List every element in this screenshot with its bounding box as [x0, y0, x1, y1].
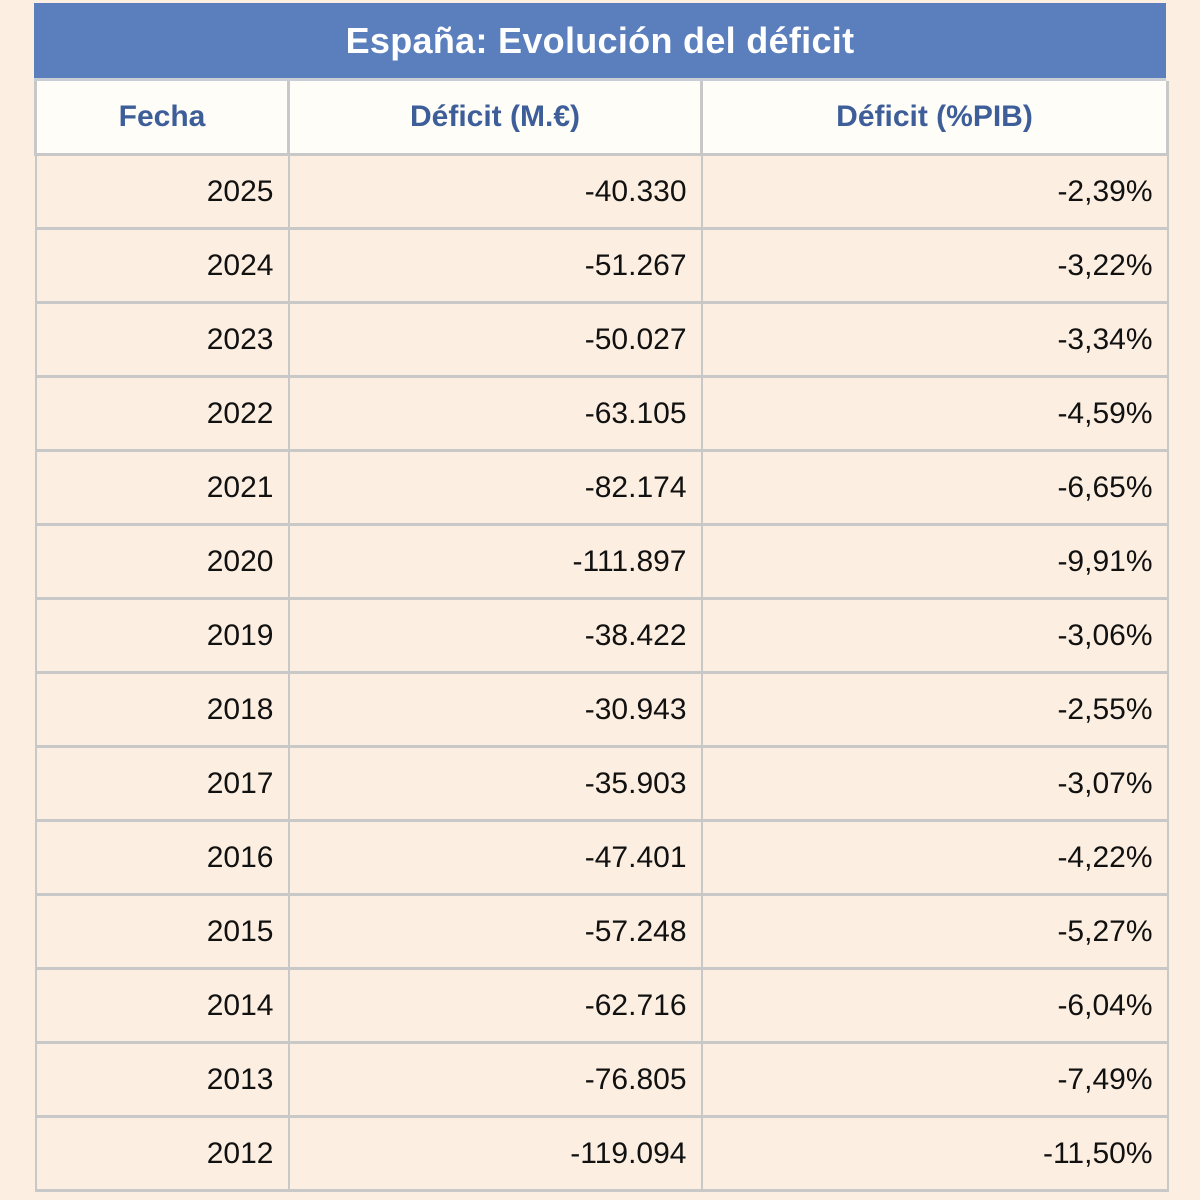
cell-deficit-meur: -63.105 [287, 376, 703, 452]
table-row: 2013 -76.805 -7,49% [34, 1042, 1169, 1118]
cell-deficit-pib: -3,34% [700, 302, 1169, 378]
cell-deficit-pib: -2,55% [700, 672, 1169, 748]
table-title: España: Evolución del déficit [34, 3, 1166, 81]
cell-year: 2022 [34, 376, 290, 452]
table-row: 2012 -119.094 -11,50% [34, 1116, 1169, 1192]
table-row: 2015 -57.248 -5,27% [34, 894, 1169, 970]
cell-year: 2015 [34, 894, 290, 970]
cell-deficit-pib: -7,49% [700, 1042, 1169, 1118]
cell-deficit-pib: -4,59% [700, 376, 1169, 452]
cell-year: 2012 [34, 1116, 290, 1192]
table-row: 2020 -111.897 -9,91% [34, 524, 1169, 600]
cell-deficit-pib: -5,27% [700, 894, 1169, 970]
table-row: 2024 -51.267 -3,22% [34, 228, 1169, 304]
cell-year: 2021 [34, 450, 290, 526]
cell-year: 2014 [34, 968, 290, 1044]
cell-deficit-meur: -111.897 [287, 524, 703, 600]
table-row: 2018 -30.943 -2,55% [34, 672, 1169, 748]
table-row: 2016 -47.401 -4,22% [34, 820, 1169, 896]
cell-year: 2017 [34, 746, 290, 822]
cell-deficit-meur: -40.330 [287, 154, 703, 230]
deficit-table: Fecha Déficit (M.€) Déficit (%PIB) 2025-… [34, 81, 1169, 1192]
deficit-table-container: España: Evolución del déficit Fecha Défi… [34, 3, 1169, 1192]
column-header-deficit-meur: Déficit (M.€) [287, 81, 703, 156]
table-row: 2019 -38.422 -3,06% [34, 598, 1169, 674]
cell-deficit-meur: -30.943 [287, 672, 703, 748]
cell-year: 2018 [34, 672, 290, 748]
cell-deficit-meur: -47.401 [287, 820, 703, 896]
cell-deficit-pib: -3,22% [700, 228, 1169, 304]
cell-deficit-meur: -57.248 [287, 894, 703, 970]
cell-deficit-pib: -9,91% [700, 524, 1169, 600]
table-row: 2022 -63.105 -4,59% [34, 376, 1169, 452]
cell-year: 2016 [34, 820, 290, 896]
cell-deficit-meur: -62.716 [287, 968, 703, 1044]
cell-deficit-meur: -35.903 [287, 746, 703, 822]
cell-deficit-pib: -3,07% [700, 746, 1169, 822]
cell-year: 2019 [34, 598, 290, 674]
cell-deficit-meur: -38.422 [287, 598, 703, 674]
cell-deficit-pib: -11,50% [700, 1116, 1169, 1192]
cell-deficit-pib: -3,06% [700, 598, 1169, 674]
cell-deficit-pib: -6,65% [700, 450, 1169, 526]
cell-deficit-meur: -51.267 [287, 228, 703, 304]
cell-deficit-meur: -82.174 [287, 450, 703, 526]
column-header-deficit-pib: Déficit (%PIB) [700, 81, 1169, 156]
column-header-fecha: Fecha [34, 81, 290, 156]
table-body: 2025 -40.330 -2,39% 2024 -51.267 -3,22% 2023 -5… [34, 154, 1169, 1192]
cell-deficit-meur: -50.027 [287, 302, 703, 378]
cell-year: 2013 [34, 1042, 290, 1118]
cell-deficit-pib: -4,22% [700, 820, 1169, 896]
cell-deficit-meur: -119.094 [287, 1116, 703, 1192]
cell-year: 2025 [34, 154, 290, 230]
table-row: 2021 -82.174 -6,65% [34, 450, 1169, 526]
cell-year: 2020 [34, 524, 290, 600]
cell-deficit-meur: -76.805 [287, 1042, 703, 1118]
cell-year: 2023 [34, 302, 290, 378]
cell-deficit-pib: -6,04% [700, 968, 1169, 1044]
table-row: 2014 -62.716 -6,04% [34, 968, 1169, 1044]
table-row: 2017 -35.903 -3,07% [34, 746, 1169, 822]
table-row: 2023 -50.027 -3,34% [34, 302, 1169, 378]
cell-year: 2024 [34, 228, 290, 304]
header-row: Fecha Déficit (M.€) Déficit (%PIB) [34, 81, 1169, 156]
table-row: 2025 -40.330 -2,39% [34, 154, 1169, 230]
cell-deficit-pib: -2,39% [700, 154, 1169, 230]
